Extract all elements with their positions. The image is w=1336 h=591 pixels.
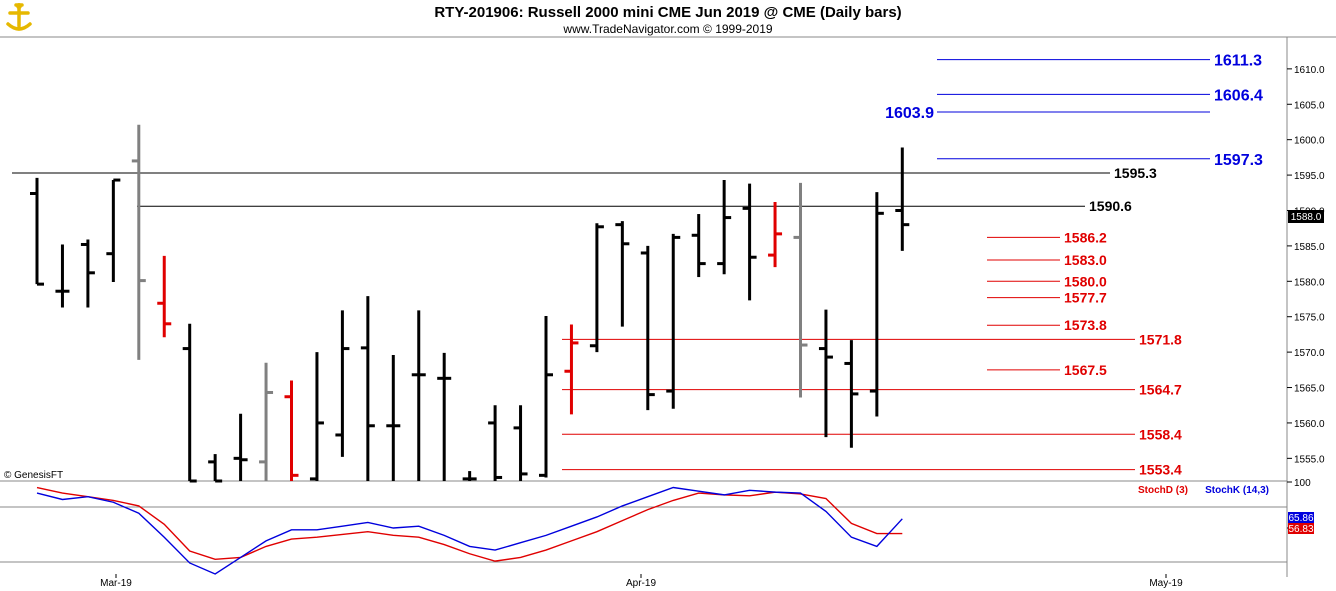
level-label: 1577.7 (1064, 290, 1107, 306)
level-label: 1567.5 (1064, 362, 1107, 378)
stochd-last-label: 56.83 (1288, 524, 1313, 535)
price-tick-label: 1570.0 (1294, 348, 1325, 359)
price-axis: 1555.0 1560.0 1565.0 1570.0 1575.0 1580.0 1585… (1287, 65, 1325, 465)
stochastic-panel: 10050 StochD (3) StochK (14,3) 65.86 56.… (0, 478, 1314, 575)
stoch-last-tags: 65.86 56.83 (1288, 512, 1314, 535)
stoch-lines (36, 486, 903, 575)
level-label: 1606.4 (1214, 87, 1263, 104)
date-tick-label: May-19 (1149, 578, 1183, 589)
last-price-label: 1588.0 (1291, 212, 1322, 223)
chart-subtitle: www.TradeNavigator.com © 1999-2019 (562, 22, 772, 36)
price-tick-label: 1605.0 (1294, 100, 1325, 111)
level-lines: 1611.3 1606.4 1603.9 1597.3 1595.3 1590.6 1586… (12, 53, 1263, 478)
level-label: 1580.0 (1064, 273, 1107, 289)
level-label: 1590.6 (1089, 198, 1132, 214)
level-label: 1597.3 (1214, 152, 1263, 169)
price-panel: 1611.3 1606.4 1603.9 1597.3 1595.3 1590.6 1586… (0, 36, 1336, 577)
stoch-tick-label: 100 (1294, 478, 1311, 489)
price-tick-label: 1600.0 (1294, 136, 1325, 147)
level-label: 1595.3 (1114, 165, 1157, 181)
price-tick-label: 1585.0 (1294, 242, 1325, 253)
date-tick-label: Apr-19 (626, 578, 656, 589)
level-label: 1603.9 (885, 105, 934, 122)
price-tick-label: 1565.0 (1294, 384, 1325, 395)
level-label: 1553.4 (1139, 462, 1182, 478)
date-axis: Mar-19 Apr-19 May-19 (100, 574, 1183, 589)
price-tick-label: 1580.0 (1294, 277, 1325, 288)
last-price-tag: 1588.0 (1288, 210, 1324, 223)
price-tick-label: 1560.0 (1294, 419, 1325, 430)
stoch-line (36, 486, 903, 562)
chart-title: RTY-201906: Russell 2000 mini CME Jun 20… (434, 4, 901, 21)
stoch-line (36, 486, 903, 575)
level-label: 1573.8 (1064, 317, 1107, 333)
legend-stochd: StochD (3) (1138, 485, 1188, 496)
level-label: 1586.2 (1064, 229, 1107, 245)
level-label: 1583.0 (1064, 252, 1107, 268)
stochk-last-label: 65.86 (1288, 513, 1313, 524)
level-label: 1564.7 (1139, 382, 1182, 398)
legend-stochk: StochK (14,3) (1205, 485, 1269, 496)
level-label: 1558.4 (1139, 426, 1182, 442)
level-label: 1571.8 (1139, 331, 1182, 347)
level-label: 1611.3 (1214, 53, 1262, 70)
price-tick-label: 1610.0 (1294, 65, 1325, 76)
price-tick-label: 1555.0 (1294, 454, 1325, 465)
price-tick-label: 1595.0 (1294, 171, 1325, 182)
date-tick-label: Mar-19 (100, 578, 132, 589)
watermark: © GenesisFT (4, 470, 63, 481)
price-tick-label: 1575.0 (1294, 313, 1325, 324)
price-bars (30, 124, 910, 483)
logo-icon (2, 1, 36, 34)
